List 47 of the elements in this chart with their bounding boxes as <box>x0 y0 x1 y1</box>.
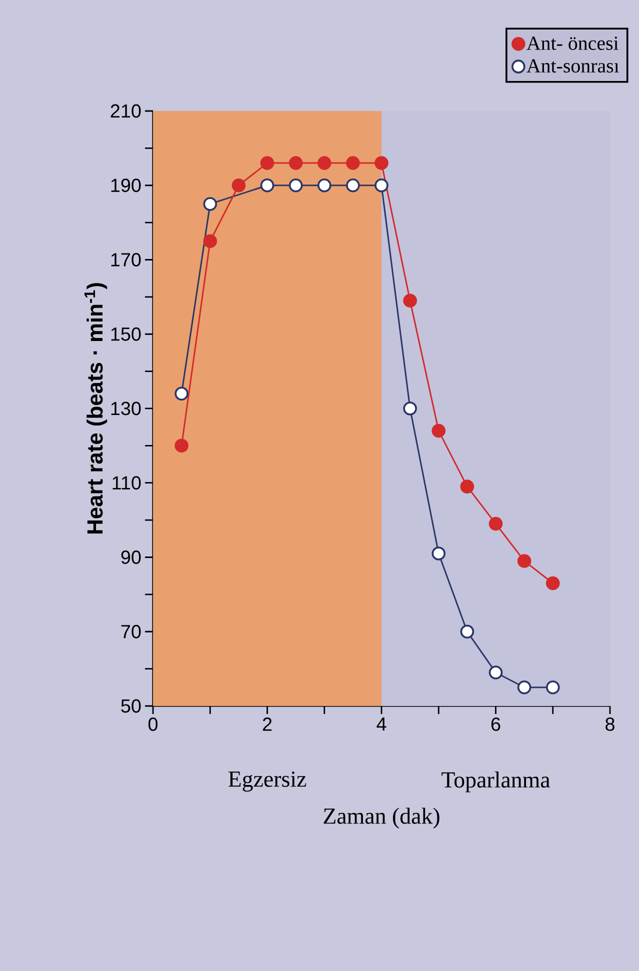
x-tick-label: 8 <box>606 718 614 731</box>
y-tick-label: 110 <box>112 476 141 490</box>
point <box>174 386 188 401</box>
y-tick-label: 130 <box>111 402 141 416</box>
point <box>374 178 388 192</box>
point <box>317 156 332 170</box>
x-tick-label: 0 <box>148 718 158 731</box>
x-tick-label: 2 <box>262 718 272 731</box>
y-tick-label: 190 <box>111 178 141 192</box>
y-tick-label: 70 <box>121 624 141 638</box>
y-tick-label: 90 <box>121 550 141 564</box>
point <box>174 438 188 453</box>
point <box>432 424 446 438</box>
y-tick-label: 150 <box>111 327 141 341</box>
band-label: Egzersiz <box>228 772 306 792</box>
legend-label: Ant- öncesi <box>526 36 618 50</box>
y-tick-label: 50 <box>121 699 141 713</box>
band-label: Toparlanma <box>442 772 550 792</box>
point <box>346 178 360 192</box>
y-tick-label: 210 <box>110 104 141 118</box>
point <box>374 156 388 170</box>
point <box>546 576 560 590</box>
y-tick-label: 170 <box>111 253 141 266</box>
point <box>488 666 503 680</box>
point <box>403 294 417 308</box>
x-tick-label: 4 <box>376 718 386 731</box>
point <box>260 156 274 170</box>
point <box>460 624 474 639</box>
point <box>517 680 532 694</box>
point <box>232 178 246 192</box>
point <box>432 546 446 560</box>
legend-label: Ant-sonrası <box>526 59 619 73</box>
point <box>460 480 474 494</box>
point <box>203 234 218 248</box>
x-tick-label: 6 <box>491 718 500 731</box>
point <box>346 156 360 170</box>
point <box>260 178 274 192</box>
point <box>317 178 332 192</box>
point <box>288 156 303 170</box>
point <box>203 197 218 211</box>
point <box>403 402 417 416</box>
point <box>517 554 532 568</box>
point <box>288 178 303 192</box>
point <box>488 516 503 531</box>
y-axis-title: Heart rate (beats · min$^{-1}$) <box>84 283 108 534</box>
x-axis-title: Zaman (dak) <box>324 808 440 829</box>
point <box>546 680 560 694</box>
